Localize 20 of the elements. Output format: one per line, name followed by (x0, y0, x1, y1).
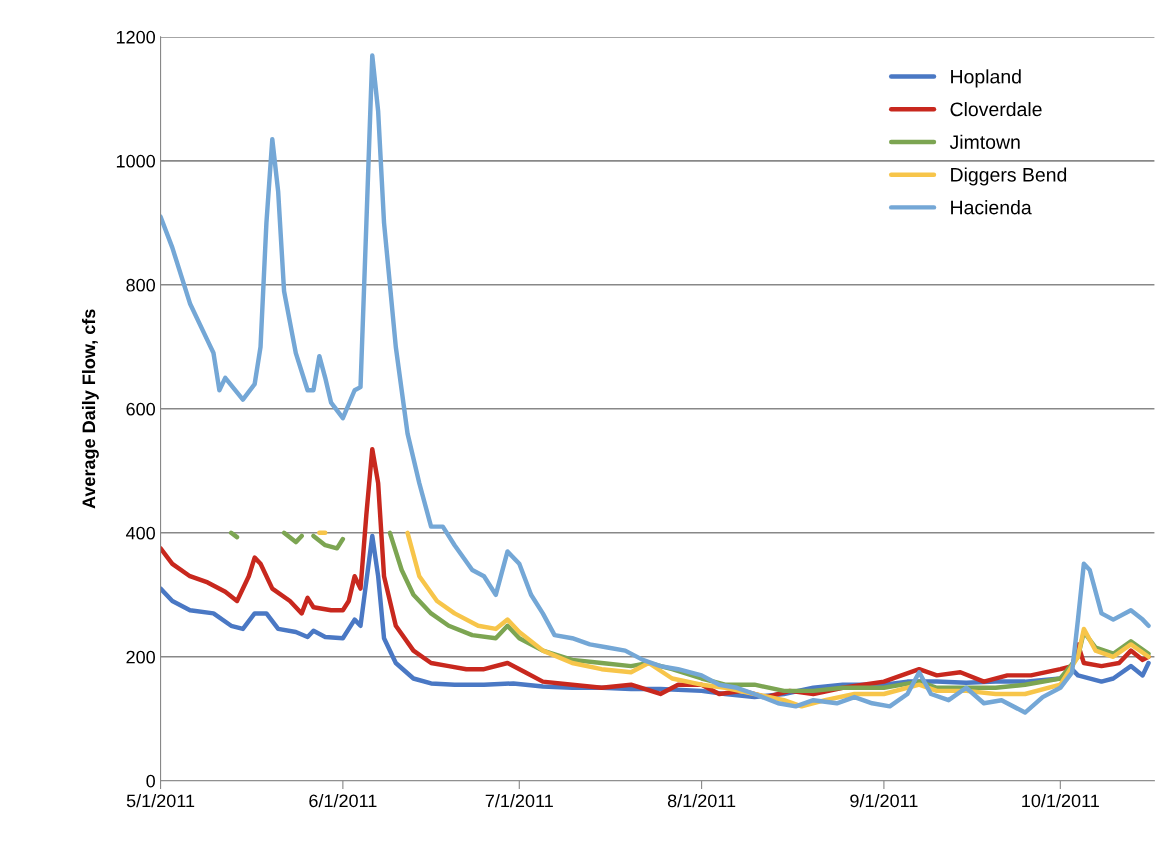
x-tick-label: 9/1/2011 (850, 793, 918, 808)
x-tick-label: 7/1/2011 (485, 793, 553, 808)
legend-label: Diggers Bend (951, 167, 1067, 186)
x-tick-label: 8/1/2011 (667, 793, 736, 808)
y-axis-title: Average Daily Flow, cfs (81, 309, 99, 509)
y-tick-label: 0 (146, 774, 155, 788)
x-tick-label: 6/1/2011 (309, 793, 377, 808)
x-tick-label: 10/1/2011 (1022, 793, 1099, 808)
y-tick-label: 200 (126, 650, 155, 664)
y-tick-label: 400 (126, 526, 155, 540)
y-tick-label: 1000 (116, 154, 155, 168)
legend-label: Hacienda (951, 200, 1032, 215)
legend-label: Hopland (951, 69, 1021, 88)
y-tick-label: 1200 (116, 30, 155, 44)
y-tick-label: 600 (126, 402, 155, 416)
line-series (160, 53, 1151, 715)
x-tick-label: 5/1/2011 (126, 793, 195, 808)
y-tick-label: 800 (126, 278, 155, 292)
legend-label: Cloverdale (950, 101, 1042, 117)
legend-label: Jimtown (949, 134, 1020, 149)
